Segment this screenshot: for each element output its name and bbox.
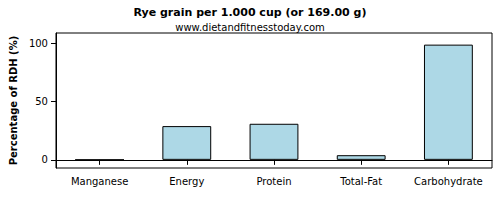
svg-text:50: 50 — [35, 96, 48, 107]
svg-text:Rye grain per 1.000 cup (or 16: Rye grain per 1.000 cup (or 169.00 g) — [134, 6, 367, 19]
svg-text:Carbohydrate: Carbohydrate — [414, 176, 483, 187]
svg-text:100: 100 — [29, 38, 48, 49]
svg-text:0: 0 — [42, 154, 48, 165]
svg-text:Total-Fat: Total-Fat — [339, 176, 382, 187]
svg-text:Protein: Protein — [256, 176, 291, 187]
svg-text:Energy: Energy — [169, 176, 204, 187]
svg-text:Manganese: Manganese — [71, 176, 128, 187]
svg-text:www.dietandfitnesstoday.com: www.dietandfitnesstoday.com — [175, 22, 324, 33]
svg-text:Percentage of RDH (%): Percentage of RDH (%) — [8, 36, 19, 166]
